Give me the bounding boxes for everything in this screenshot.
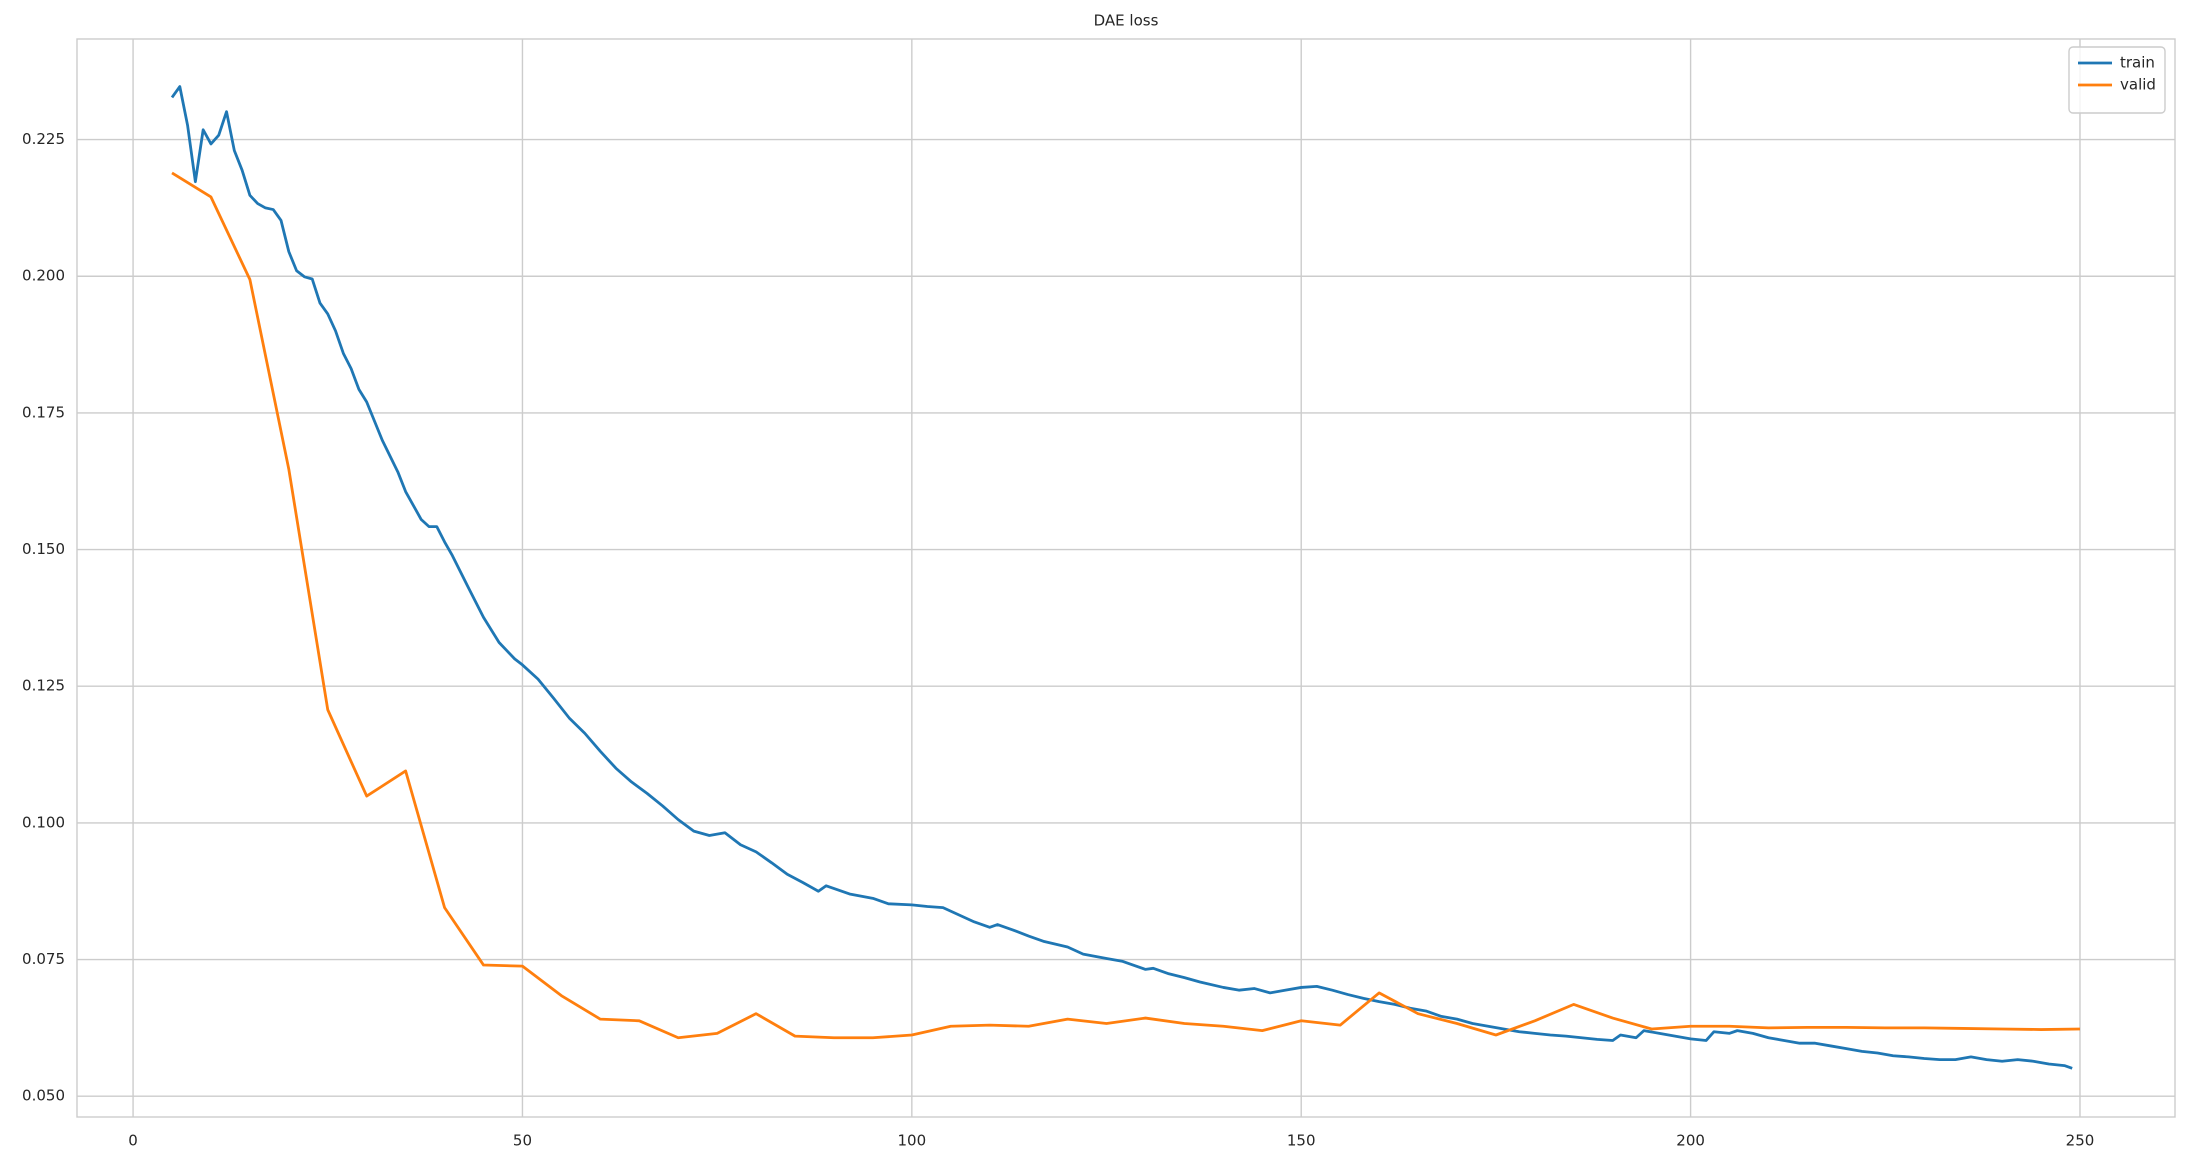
x-tick-label: 50 — [513, 1132, 532, 1150]
x-tick-label: 200 — [1676, 1132, 1705, 1150]
legend-label: valid — [2120, 76, 2156, 94]
y-tick-label: 0.225 — [22, 130, 65, 148]
y-tick-label: 0.150 — [22, 540, 65, 558]
y-tick-label: 0.100 — [22, 813, 65, 831]
x-tick-label: 100 — [898, 1132, 927, 1150]
x-tick-label: 0 — [128, 1132, 138, 1150]
chart-title: DAE loss — [1094, 12, 1159, 30]
plot-area — [76, 38, 2176, 1118]
y-tick-label: 0.075 — [22, 950, 65, 968]
y-tick-label: 0.175 — [22, 403, 65, 421]
y-tick-label: 0.050 — [22, 1087, 65, 1105]
x-tick-label: 150 — [1287, 1132, 1316, 1150]
y-tick-label: 0.200 — [22, 267, 65, 285]
line-series — [170, 85, 2073, 1070]
legend-label: train — [2120, 54, 2155, 72]
y-tick-label: 0.125 — [22, 677, 65, 695]
line-series — [171, 171, 2081, 1040]
x-tick-label: 250 — [2066, 1132, 2095, 1150]
